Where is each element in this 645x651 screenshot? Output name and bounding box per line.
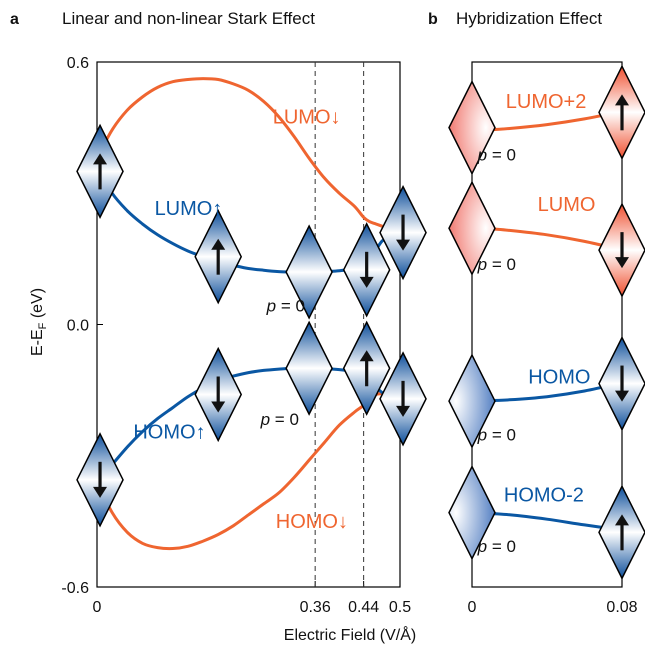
arrow-head-icon [93,153,108,165]
panel-a-annotations: LUMO↓ LUMO↑ HOMO↑ HOMO↓ p = 0 p = 0 [133,106,348,533]
y-axis-label: E-EF (eV) [29,288,49,356]
panel-b-series-line-1 [470,225,624,252]
panel-a-series-line-0 [95,77,402,232]
orbital-diamond-icon [448,464,496,561]
panel-a-markers [76,123,427,528]
panel-a-y-tick-label: 0.6 [67,55,89,72]
panel-b-series [470,109,624,532]
panel-b-annotations: LUMO+2 LUMO HOMO HOMO-2 p = 0 p = 0 p = 0 p = 0 [477,91,596,556]
panel-a-y-tick-label: -0.6 [61,580,89,597]
panel-a-y-tick-label: 0.0 [67,318,89,335]
panel-a-orbital-marker [285,320,333,416]
panel-b-orbital-marker [448,464,496,561]
arrow-head-icon [396,239,411,251]
panel-a-series-label: HOMO↑ [133,421,205,443]
panel-a-x-tick-label: 0.5 [389,599,411,616]
x-axis-label: Electric Field (V/Å) [284,625,416,644]
panel-a-orbital-marker [379,184,427,281]
panel-b-p-zero-label: p = 0 [477,537,516,556]
panel-a-x-tick-label: 0.44 [348,599,379,616]
arrow-head-icon [396,405,411,417]
panel-b-series-line-0 [470,109,624,133]
panel-a-series-label: LUMO↑ [155,198,223,220]
panel-b-series-label: HOMO-2 [504,485,584,507]
panel-a-orbital-marker [342,222,391,318]
panel-b-orbital-marker [448,353,496,449]
panel-a-orbital-marker [379,351,427,447]
arrow-head-icon [93,486,108,498]
panel-a-x-tick-label: 0.36 [300,599,331,616]
arrow-head-icon [359,276,374,288]
panel-b-orbital-marker [598,484,645,580]
panel-a-axes: 0 0.36 0.44 0.5 -0.6 0.0 0.6 [61,55,411,616]
panel-a-orbital-marker [285,224,333,320]
panel-a-series-line-2 [95,392,402,551]
panel-a-series-label: LUMO↓ [273,106,341,128]
arrow-head-icon [211,238,226,250]
panel-b-letter: b [428,11,438,28]
panel-b-series-label: HOMO [528,367,590,389]
panel-a-orbital-marker [342,320,391,416]
panel-b-axes: 0 0.08 [468,61,638,616]
panel-b-frame [471,61,623,588]
orbital-diamond-icon [448,180,496,276]
arrow-head-icon [615,514,629,526]
orbital-diamond-icon [285,224,333,320]
panel-b-markers [448,64,645,580]
panel-b-p-zero-label: p = 0 [477,425,516,444]
arrow-head-icon [359,350,374,362]
panel-a-title: Linear and non-linear Stark Effect [62,9,315,28]
panel-b-p-zero-label: p = 0 [477,255,516,274]
panel-b-series-label: LUMO+2 [506,91,587,113]
panel-b-orbital-marker [448,79,496,176]
panel-b-orbital-marker [598,202,645,298]
arrow-head-icon [615,94,629,106]
panel-a-letter: a [10,11,19,28]
panel-b-series-label: LUMO [538,194,596,216]
panel-a-x-tick-label: 0 [93,599,102,616]
arrow-head-icon [211,401,226,413]
panel-b-p-zero-label: p = 0 [477,145,516,164]
panel-a-orbital-marker [76,123,124,220]
panel-a-orbital-marker [76,432,124,528]
panel-b-series-line-2 [470,381,624,403]
panel-a-p-zero-label: p = 0 [260,410,299,429]
panel-a-series [95,77,402,551]
panel-a-p-zero-label: p = 0 [266,296,305,315]
panel-b-orbital-marker [598,64,645,160]
panel-b-series-line-3 [470,511,624,532]
panel-b-orbital-marker [448,180,496,276]
arrow-head-icon [615,257,629,269]
panel-b-title: Hybridization Effect [456,9,602,28]
panel-a-orbital-marker [194,346,243,443]
orbital-diamond-icon [448,353,496,449]
panel-b-x-tick-label: 0 [468,599,477,616]
panel-b-orbital-marker [598,335,645,432]
panel-a-frame [96,61,401,588]
panel-b-x-tick-label: 0.08 [606,599,637,616]
arrow-head-icon [615,390,629,402]
orbital-diamond-icon [285,320,333,416]
orbital-diamond-icon [448,79,496,176]
panel-a-series-label: HOMO↓ [276,511,348,533]
panel-a-orbital-marker [194,209,243,305]
